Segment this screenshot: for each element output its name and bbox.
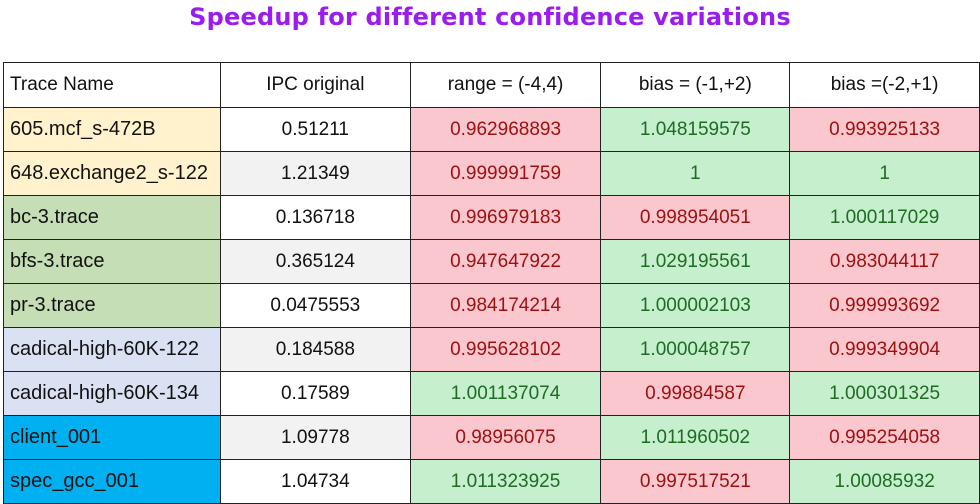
table-row: bfs-3.trace 0.365124 0.947647922 1.02919556… [3, 239, 980, 284]
trace-name-cell: bc-3.trace [3, 195, 221, 240]
bias2-speedup-cell: 1 [789, 151, 980, 196]
range-speedup-cell: 1.011323925 [409, 459, 602, 504]
ipc-original-cell: 0.136718 [219, 195, 411, 240]
column-header: bias =(-2,+1) [789, 62, 980, 108]
range-speedup-cell: 0.995628102 [409, 327, 602, 372]
bias1-speedup-cell: 1.000048757 [600, 327, 791, 372]
range-speedup-cell: 0.98956075 [409, 415, 602, 460]
column-header: bias = (-1,+2) [600, 62, 791, 108]
range-speedup-cell: 0.947647922 [409, 239, 602, 284]
column-header: IPC original [219, 62, 411, 108]
bias1-speedup-cell: 1.011960502 [600, 415, 791, 460]
trace-name-cell: bfs-3.trace [3, 239, 221, 284]
ipc-original-cell: 0.365124 [219, 239, 411, 284]
table-row: client_001 1.09778 0.98956075 1.011960502 0.… [3, 415, 980, 460]
bias1-speedup-cell: 1.029195561 [600, 239, 791, 284]
trace-name-cell: cadical-high-60K-122 [3, 327, 221, 372]
trace-name-cell: cadical-high-60K-134 [3, 371, 221, 416]
ipc-original-cell: 0.51211 [219, 107, 411, 152]
range-speedup-cell: 0.984174214 [409, 283, 602, 328]
bias1-speedup-cell: 0.997517521 [600, 459, 791, 504]
table-row: 605.mcf_s-472B 0.51211 0.962968893 1.048159… [3, 107, 980, 152]
header-row: Trace Name IPC original range = (-4,4) bias… [3, 62, 980, 108]
table-row: 648.exchange2_s-122 1.21349 0.999991759 1 1 [3, 151, 980, 196]
table-row: bc-3.trace 0.136718 0.996979183 0.998954051… [3, 195, 980, 240]
ipc-original-cell: 0.0475553 [219, 283, 411, 328]
chart-title: Speedup for different confidence variati… [189, 3, 791, 31]
bias1-speedup-cell: 0.99884587 [600, 371, 791, 416]
trace-name-cell: pr-3.trace [3, 283, 221, 328]
ipc-original-cell: 1.21349 [219, 151, 411, 196]
ipc-original-cell: 1.09778 [219, 415, 411, 460]
bias2-speedup-cell: 0.983044117 [789, 239, 980, 284]
range-speedup-cell: 0.999991759 [409, 151, 602, 196]
trace-name-cell: 605.mcf_s-472B [3, 107, 221, 152]
column-header: range = (-4,4) [409, 62, 602, 108]
trace-name-cell: 648.exchange2_s-122 [3, 151, 221, 196]
bias2-speedup-cell: 0.999349904 [789, 327, 980, 372]
speedup-table: Trace Name IPC original range = (-4,4) bias… [3, 62, 980, 504]
range-speedup-cell: 0.996979183 [409, 195, 602, 240]
bias2-speedup-cell: 1.000117029 [789, 195, 980, 240]
bias2-speedup-cell: 0.995254058 [789, 415, 980, 460]
table-row: spec_gcc_001 1.04734 1.011323925 0.99751752… [3, 459, 980, 504]
table-row: cadical-high-60K-134 0.17589 1.001137074 0.… [3, 371, 980, 416]
ipc-original-cell: 0.184588 [219, 327, 411, 372]
bias2-speedup-cell: 1.00085932 [789, 459, 980, 504]
range-speedup-cell: 1.001137074 [409, 371, 602, 416]
bias2-speedup-cell: 1.000301325 [789, 371, 980, 416]
bias2-speedup-cell: 0.993925133 [789, 107, 980, 152]
range-speedup-cell: 0.962968893 [409, 107, 602, 152]
bias1-speedup-cell: 1 [600, 151, 791, 196]
table-row: cadical-high-60K-122 0.184588 0.995628102 1… [3, 327, 980, 372]
ipc-original-cell: 0.17589 [219, 371, 411, 416]
bias1-speedup-cell: 0.998954051 [600, 195, 791, 240]
column-header: Trace Name [3, 62, 221, 108]
trace-name-cell: client_001 [3, 415, 221, 460]
trace-name-cell: spec_gcc_001 [3, 459, 221, 504]
ipc-original-cell: 1.04734 [219, 459, 411, 504]
table-row: pr-3.trace 0.0475553 0.984174214 1.00000210… [3, 283, 980, 328]
bias1-speedup-cell: 1.000002103 [600, 283, 791, 328]
bias2-speedup-cell: 0.999993692 [789, 283, 980, 328]
bias1-speedup-cell: 1.048159575 [600, 107, 791, 152]
